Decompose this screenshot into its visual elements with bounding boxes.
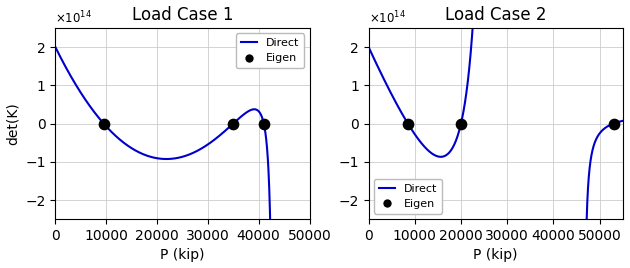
Title: Load Case 2: Load Case 2 — [445, 6, 546, 24]
Text: $\times10^{14}$: $\times10^{14}$ — [55, 9, 92, 26]
Legend: Direct, Eigen: Direct, Eigen — [374, 179, 442, 214]
Point — [403, 121, 413, 126]
Title: Load Case 1: Load Case 1 — [132, 6, 233, 24]
Point — [609, 121, 619, 126]
Point — [98, 121, 108, 126]
Y-axis label: det(K): det(K) — [6, 102, 20, 145]
Legend: Direct, Eigen: Direct, Eigen — [236, 34, 304, 68]
Text: $\times10^{14}$: $\times10^{14}$ — [369, 9, 406, 26]
Point — [456, 121, 466, 126]
X-axis label: P (kip): P (kip) — [473, 248, 518, 262]
Point — [259, 121, 269, 126]
X-axis label: P (kip): P (kip) — [160, 248, 205, 262]
Point — [228, 121, 238, 126]
